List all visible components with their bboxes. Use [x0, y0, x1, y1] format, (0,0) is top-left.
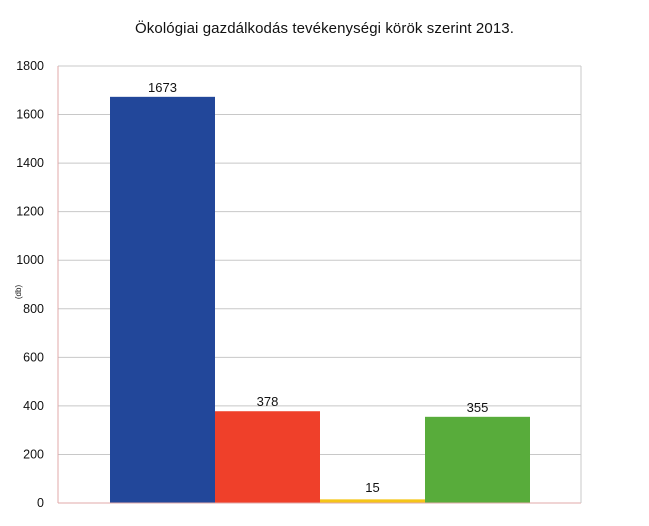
data-label: 15 [365, 480, 379, 495]
y-tick-label: 1600 [16, 108, 44, 122]
y-tick-label: 1400 [16, 156, 44, 170]
bar [425, 416, 530, 503]
y-tick-label: 1800 [16, 59, 44, 73]
y-tick-label: 600 [23, 350, 44, 364]
bar [320, 499, 425, 503]
y-tick-label: 800 [23, 302, 44, 316]
chart-title: Ökológiai gazdálkodás tevékenységi körök… [135, 20, 514, 37]
y-tick-label: 0 [37, 496, 44, 510]
y-tick-label: 200 [23, 447, 44, 461]
y-axis-label: (db) [14, 285, 23, 300]
bar [110, 96, 215, 504]
bar [215, 411, 320, 503]
y-tick-label: 1200 [16, 205, 44, 219]
y-tick-label: 1000 [16, 253, 44, 267]
data-label: 378 [257, 394, 279, 409]
data-label: 355 [467, 400, 489, 415]
data-label: 1673 [148, 80, 177, 95]
y-tick-label: 400 [23, 399, 44, 413]
